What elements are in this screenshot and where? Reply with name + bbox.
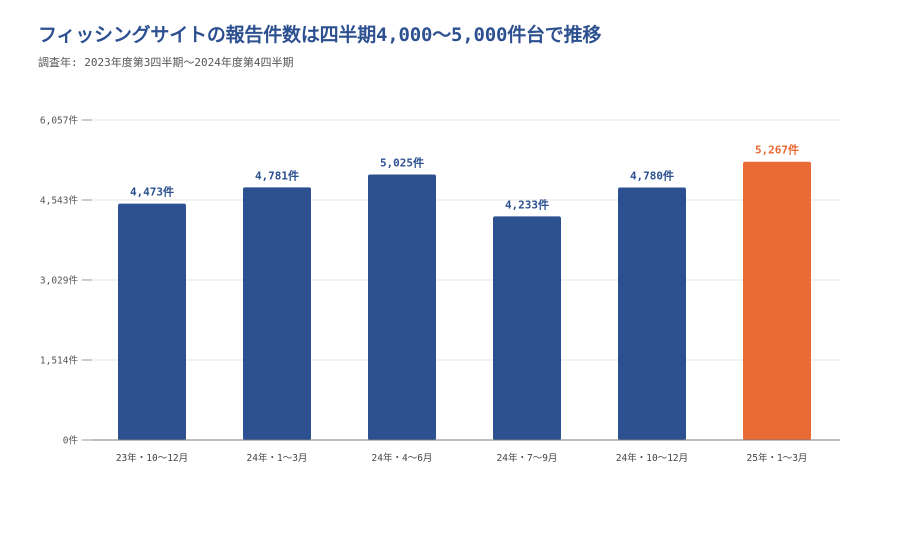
x-axis-ticks: 23年・10〜12月 24年・1〜3月 24年・4〜6月 24年・7〜9月 24年・10… bbox=[116, 452, 808, 464]
data-label: 4,780件 bbox=[630, 168, 674, 182]
y-tick-label: 0件 bbox=[63, 435, 79, 447]
data-label: 4,473件 bbox=[130, 185, 174, 199]
x-tick-label: 25年・1〜3月 bbox=[747, 452, 808, 464]
chart-title: フィッシングサイトの報告件数は四半期4,000〜5,000件台で推移 bbox=[38, 24, 602, 46]
chart-subtitle: 調査年: 2023年度第3四半期〜2024年度第4四半期 bbox=[38, 56, 294, 69]
x-tick-label: 24年・7〜9月 bbox=[497, 452, 558, 464]
data-label: 5,025件 bbox=[380, 156, 424, 170]
y-tick-label: 3,029件 bbox=[40, 274, 79, 286]
data-label: 4,233件 bbox=[505, 197, 549, 211]
y-tick-label: 1,514件 bbox=[40, 355, 79, 367]
bar bbox=[243, 187, 311, 440]
y-axis-ticks: 0件 1,514件 3,029件 4,543件 6,057件 bbox=[40, 115, 92, 447]
data-label: 4,781件 bbox=[255, 168, 299, 182]
x-tick-label: 24年・10〜12月 bbox=[616, 452, 688, 464]
x-tick-label: 23年・10〜12月 bbox=[116, 452, 188, 464]
x-tick-label: 24年・4〜6月 bbox=[372, 452, 433, 464]
y-tick-label: 6,057件 bbox=[40, 115, 79, 127]
bar bbox=[368, 174, 436, 440]
bar bbox=[743, 161, 811, 441]
bar bbox=[118, 203, 186, 440]
x-tick-label: 24年・1〜3月 bbox=[247, 452, 308, 464]
gridlines bbox=[92, 119, 840, 361]
y-tick-label: 4,543件 bbox=[40, 194, 79, 206]
data-labels: 4,473件 4,781件 5,025件 4,233件 4,780件 5,267件 bbox=[130, 143, 799, 212]
data-label: 5,267件 bbox=[755, 143, 799, 157]
bar bbox=[618, 187, 686, 440]
bars bbox=[118, 161, 811, 441]
bar bbox=[493, 216, 561, 440]
